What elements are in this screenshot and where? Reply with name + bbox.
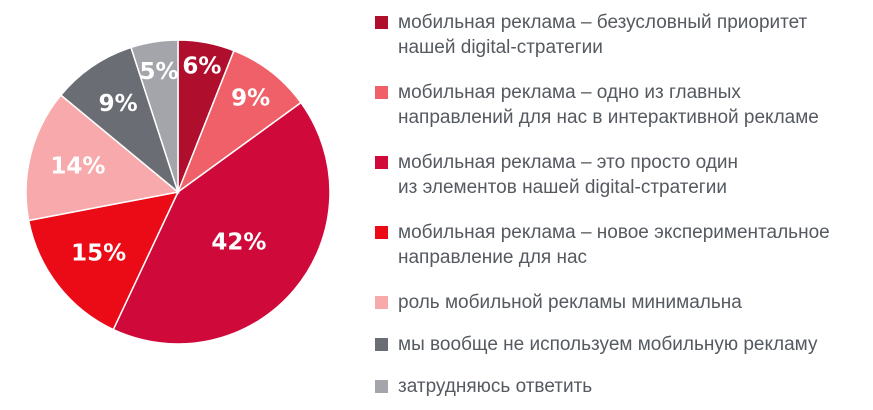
legend-label: роль мобильной рекламы минимальна (398, 290, 742, 315)
slice-value-label-3: 42% (211, 229, 266, 255)
pie-slice-labels: 6%9%42%15%14%9%5% (50, 54, 270, 267)
pie-slice-3 (112, 101, 331, 345)
legend-item-7: затрудняюсь ответить (375, 374, 592, 399)
legend-label: мобильная реклама – одно из главных напра… (398, 80, 819, 130)
slice-value-label-7: 5% (139, 59, 178, 85)
legend-label-line: затрудняюсь ответить (398, 376, 593, 397)
legend-item-2: мобильная реклама – одно из главных напра… (375, 80, 819, 130)
legend-item-6: мы вообще не используем мобильную реклам… (375, 332, 817, 357)
legend-swatch (375, 296, 388, 309)
legend-label-line: роль мобильной рекламы минимальна (398, 292, 742, 313)
pie-slices (25, 39, 331, 345)
legend-label-line: нашей digital-стратегии (398, 37, 603, 58)
legend-label-line: направление для нас (398, 247, 588, 268)
legend-item-5: роль мобильной рекламы минимальна (375, 290, 742, 315)
legend-swatch (375, 156, 388, 169)
legend-item-4: мобильная реклама – новое эксперименталь… (375, 220, 830, 270)
slice-value-label-2: 9% (231, 85, 270, 111)
legend-swatch (375, 226, 388, 239)
pie-chart: 6%9%42%15%14%9%5% (25, 39, 331, 345)
legend-item-3: мобильная реклама – это просто один из эл… (375, 150, 738, 200)
legend-label: мы вообще не используем мобильную реклам… (398, 332, 817, 357)
pie-slice-4 (27, 190, 180, 331)
legend-swatch (375, 338, 388, 351)
pie-slice-2 (176, 49, 303, 195)
legend-label: мобильная реклама – новое эксперименталь… (398, 220, 830, 270)
slice-value-label-6: 9% (99, 91, 138, 117)
pie-slice-6 (59, 46, 180, 195)
slice-value-label-5: 14% (50, 153, 105, 179)
legend-label-line: мобильная реклама – это просто один (398, 152, 739, 173)
pie-slice-7 (130, 39, 179, 193)
slice-value-label-4: 15% (71, 241, 126, 267)
slice-value-label-1: 6% (182, 54, 221, 80)
legend-swatch (375, 380, 388, 393)
legend-swatch (375, 86, 388, 99)
legend-item-1: мобильная реклама – безусловный приорите… (375, 10, 807, 60)
pie-slice-5 (25, 94, 180, 222)
legend-label-line: мобильная реклама – одно из главных (398, 82, 741, 103)
legend-label: мобильная реклама – это просто один из эл… (398, 150, 738, 200)
legend-label-line: мобильная реклама – безусловный приорите… (398, 12, 808, 33)
legend-swatch (375, 16, 388, 29)
legend-label: затрудняюсь ответить (398, 374, 592, 399)
legend-label-line: направлений для нас в интерактивной рекл… (398, 107, 819, 128)
legend-label: мобильная реклама – безусловный приорите… (398, 10, 807, 60)
legend-label-line: из элементов нашей digital-стратегии (398, 177, 727, 198)
legend-label-line: мобильная реклама – новое эксперименталь… (398, 222, 830, 243)
legend-label-line: мы вообще не используем мобильную реклам… (398, 334, 818, 355)
